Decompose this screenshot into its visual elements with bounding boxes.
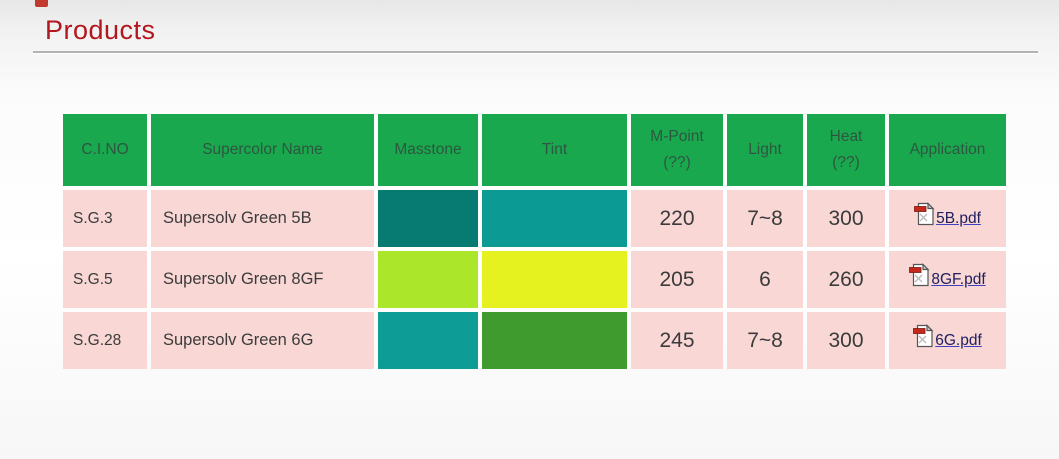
cell-masstone bbox=[378, 251, 478, 308]
cell-cino: S.G.3 bbox=[63, 190, 147, 247]
header-cell-light: Light bbox=[727, 114, 803, 186]
pdf-link[interactable]: 8GF.pdf bbox=[909, 263, 986, 294]
header-label: Heat bbox=[829, 127, 863, 145]
header-label: Supercolor Name bbox=[202, 140, 323, 158]
cell-tint bbox=[482, 190, 627, 247]
header-cell-masstone: Masstone bbox=[378, 114, 478, 186]
top-red-marker bbox=[35, 0, 48, 7]
cell-heat: 300 bbox=[807, 312, 885, 369]
header-label: Light bbox=[748, 140, 782, 158]
cell-light: 7~8 bbox=[727, 312, 803, 369]
table-header-row: C.I.NO Supercolor Name Masstone Tint M-P… bbox=[63, 114, 1006, 186]
cell-light: 6 bbox=[727, 251, 803, 308]
pdf-icon bbox=[914, 202, 935, 231]
header-label: Application bbox=[909, 140, 986, 158]
header-cell-heat: Heat (??) bbox=[807, 114, 885, 186]
table-row: S.G.5 Supersolv Green 8GF 205 6 260 bbox=[63, 251, 1006, 308]
title-divider bbox=[33, 51, 1038, 53]
pdf-icon bbox=[909, 263, 930, 292]
cell-cino: S.G.5 bbox=[63, 251, 147, 308]
tint-swatch bbox=[482, 251, 627, 308]
header-cell-supercolor-name: Supercolor Name bbox=[151, 114, 374, 186]
cell-application: 8GF.pdf bbox=[889, 251, 1006, 308]
cell-supercolor-name: Supersolv Green 5B bbox=[151, 190, 374, 247]
cell-tint bbox=[482, 312, 627, 369]
page-title: Products bbox=[45, 15, 156, 45]
tint-swatch bbox=[482, 190, 627, 247]
cell-application: 6G.pdf bbox=[889, 312, 1006, 369]
cell-mpoint: 205 bbox=[631, 251, 723, 308]
header-cell-application: Application bbox=[889, 114, 1006, 186]
pdf-link-label: 6G.pdf bbox=[935, 331, 982, 349]
cell-masstone bbox=[378, 312, 478, 369]
masstone-swatch bbox=[378, 251, 478, 308]
masstone-swatch bbox=[378, 312, 478, 369]
cell-heat: 260 bbox=[807, 251, 885, 308]
table-row: S.G.28 Supersolv Green 6G 245 7~8 300 bbox=[63, 312, 1006, 369]
products-table: C.I.NO Supercolor Name Masstone Tint M-P… bbox=[63, 114, 1006, 369]
cell-supercolor-name: Supersolv Green 8GF bbox=[151, 251, 374, 308]
header-label: M-Point bbox=[650, 127, 704, 145]
header-label: Masstone bbox=[394, 140, 462, 158]
pdf-link[interactable]: 5B.pdf bbox=[914, 202, 981, 233]
masstone-swatch bbox=[378, 190, 478, 247]
pdf-link[interactable]: 6G.pdf bbox=[913, 324, 982, 355]
header-cell-mpoint: M-Point (??) bbox=[631, 114, 723, 186]
cell-masstone bbox=[378, 190, 478, 247]
header-cell-cino: C.I.NO bbox=[63, 114, 147, 186]
pdf-link-label: 8GF.pdf bbox=[931, 270, 986, 288]
cell-heat: 300 bbox=[807, 190, 885, 247]
pdf-link-label: 5B.pdf bbox=[936, 209, 981, 227]
cell-cino: S.G.28 bbox=[63, 312, 147, 369]
cell-supercolor-name: Supersolv Green 6G bbox=[151, 312, 374, 369]
pdf-icon bbox=[913, 324, 934, 353]
header-label: Tint bbox=[541, 140, 568, 158]
tint-swatch bbox=[482, 312, 627, 369]
cell-light: 7~8 bbox=[727, 190, 803, 247]
cell-tint bbox=[482, 251, 627, 308]
header-label: C.I.NO bbox=[81, 140, 129, 158]
header-cell-tint: Tint bbox=[482, 114, 627, 186]
cell-mpoint: 220 bbox=[631, 190, 723, 247]
cell-application: 5B.pdf bbox=[889, 190, 1006, 247]
table-row: S.G.3 Supersolv Green 5B 220 7~8 300 bbox=[63, 190, 1006, 247]
cell-mpoint: 245 bbox=[631, 312, 723, 369]
